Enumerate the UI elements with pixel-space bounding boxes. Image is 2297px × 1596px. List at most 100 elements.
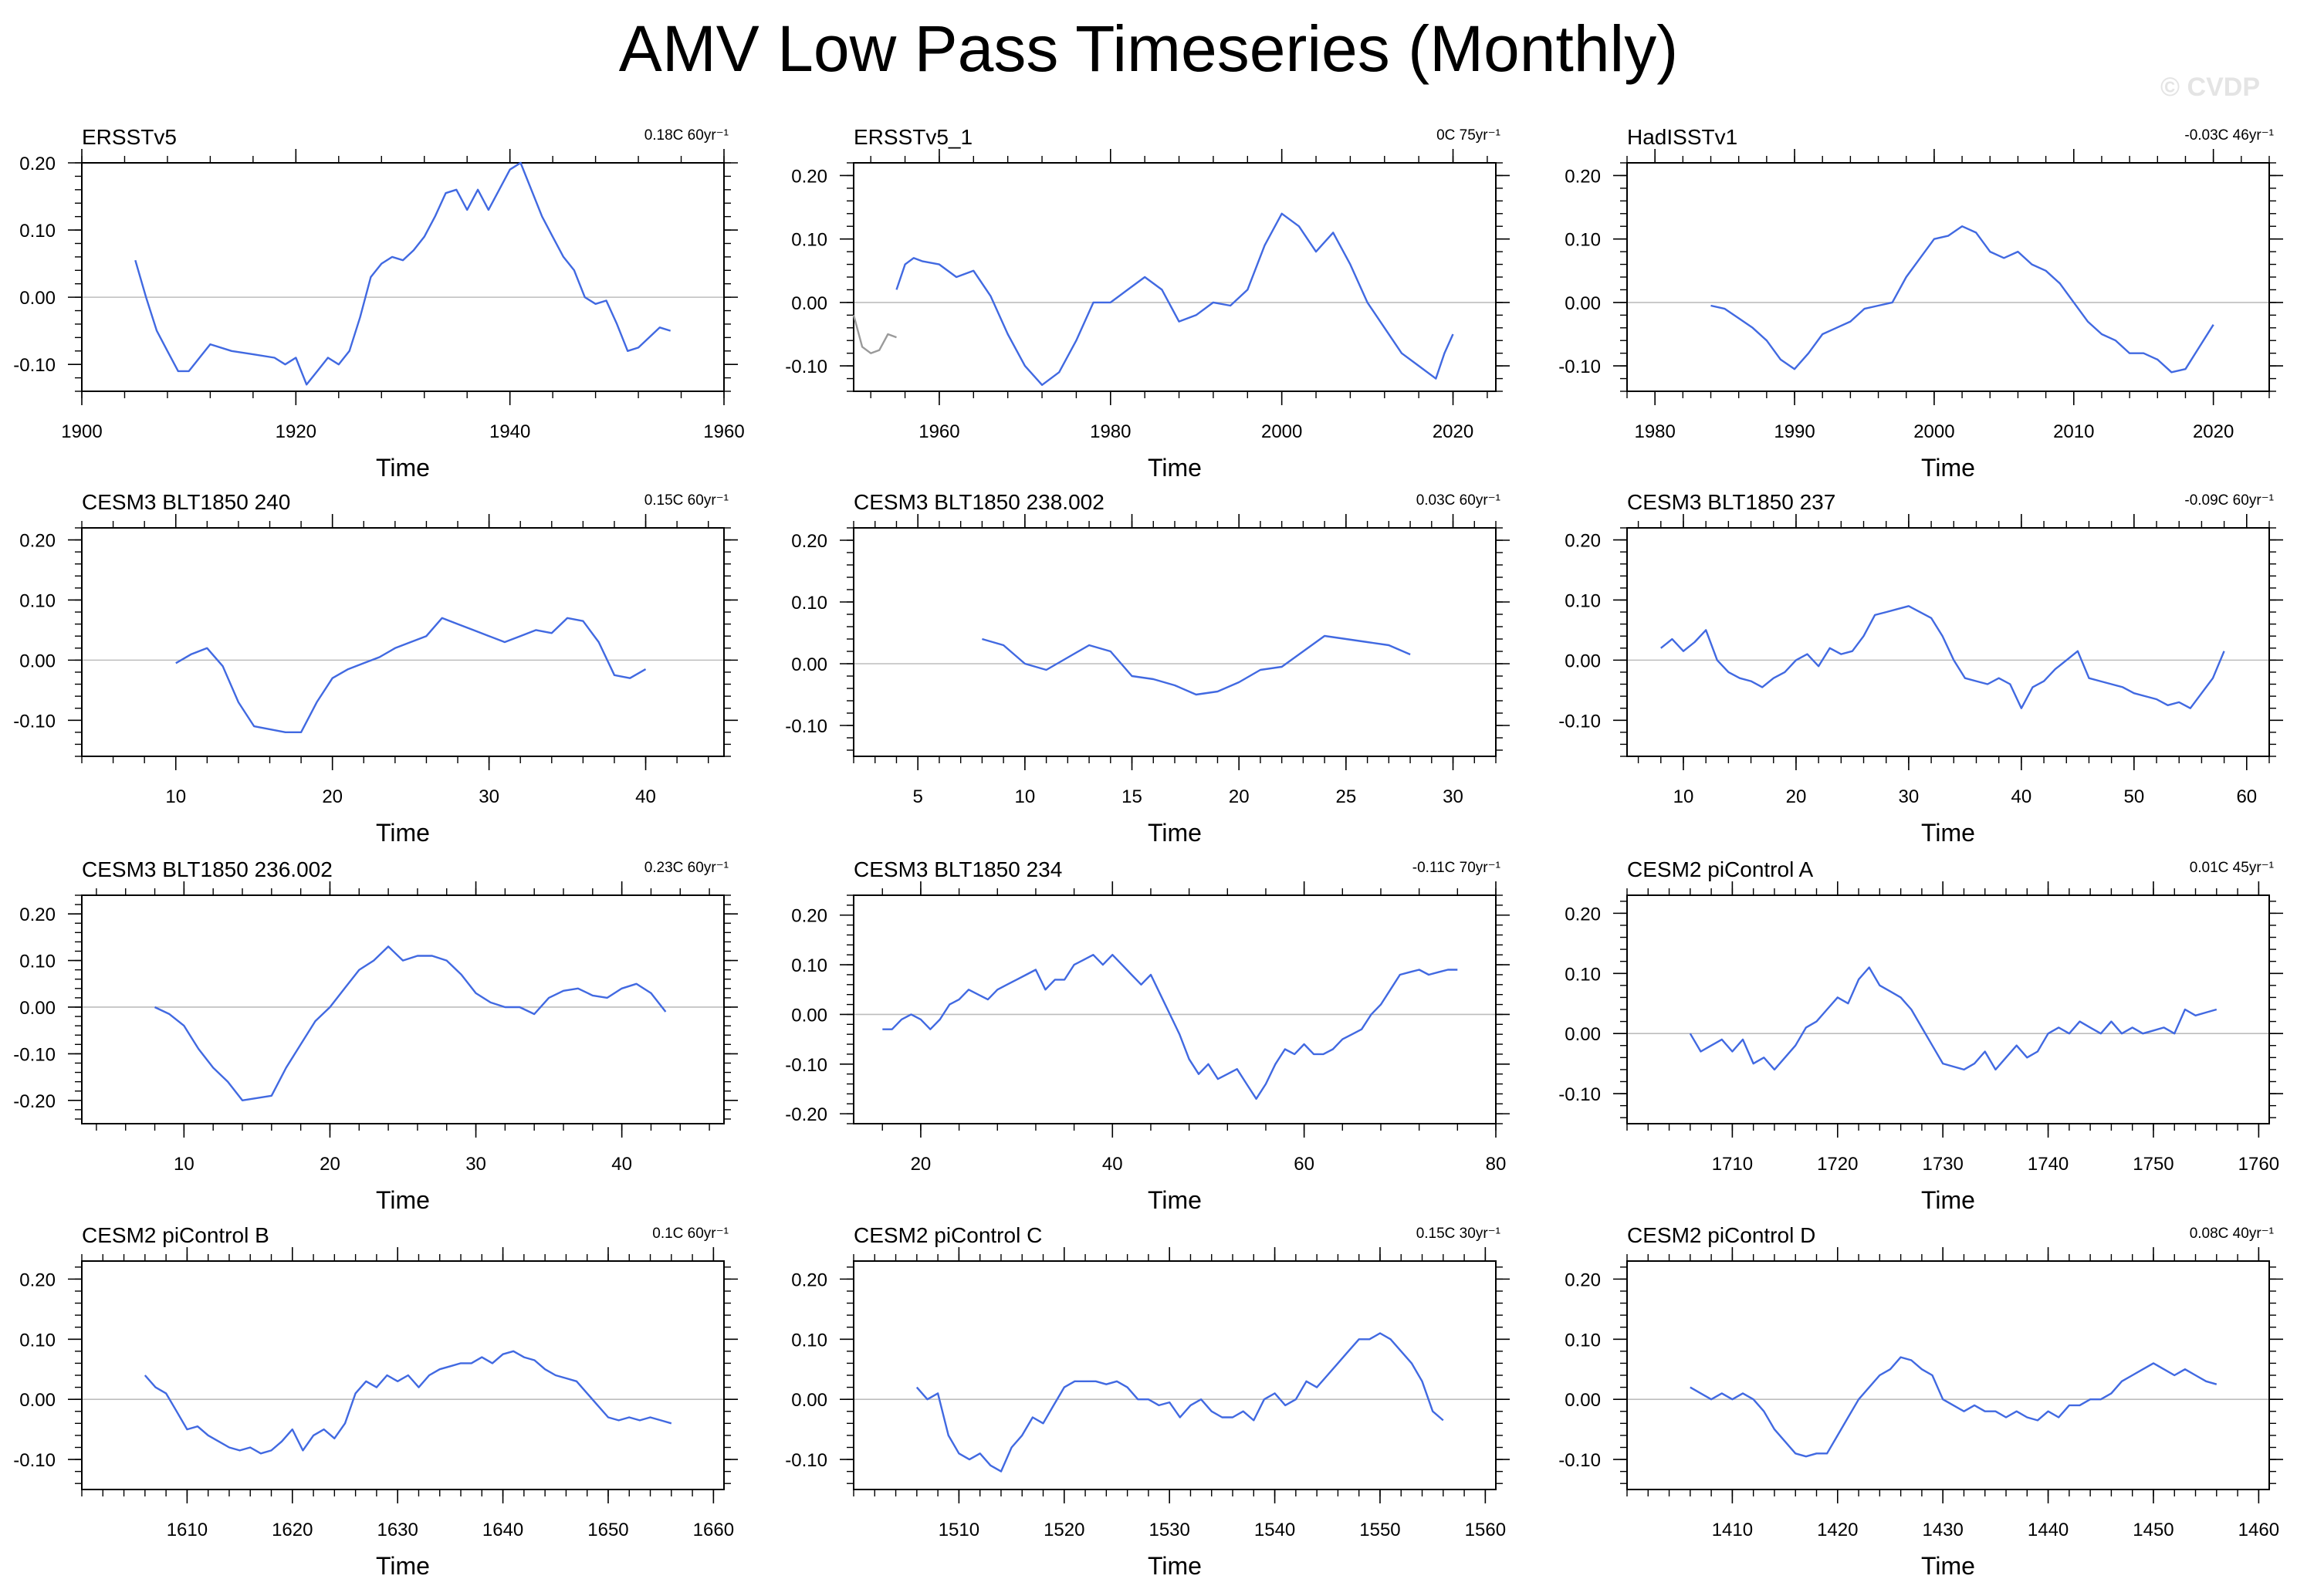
x-tick-label: 1510 [939,1520,979,1540]
x-tick-label: 1440 [2028,1520,2069,1540]
y-tick-label: 0.20 [19,905,56,925]
x-axis-label: Time [1148,454,1202,482]
x-tick-label: 1550 [1359,1520,1400,1540]
y-tick-label: 0.20 [1565,531,1601,552]
trend-annotation: 0.1C 60yr⁻¹ [652,1226,729,1242]
x-tick-label: 1760 [2238,1154,2279,1175]
y-tick-label: -0.10 [13,1044,56,1065]
x-tick-label: 2000 [1913,421,1954,442]
plot-frame [81,162,725,392]
y-tick-label: 0.10 [1565,590,1601,611]
x-axis-label: Time [1148,819,1202,847]
y-tick-label: 0.00 [19,651,56,671]
x-tick-label: 1460 [2238,1520,2279,1540]
x-tick-label: 1710 [1712,1154,1753,1175]
x-axis-label: Time [1148,1186,1202,1214]
y-tick-label: 0.20 [19,531,56,552]
x-tick-label: 1530 [1148,1520,1189,1540]
y-tick-label: 0.20 [791,1270,827,1290]
x-tick-label: 10 [1673,786,1694,807]
plot-frame [1626,162,2270,392]
x-tick-label: 10 [174,1154,195,1175]
x-tick-label: 2020 [1433,421,1473,442]
x-tick-label: 20 [1786,786,1807,807]
x-tick-label: 1420 [1817,1520,1858,1540]
panel-title: ERSSTv5_1 [854,125,973,149]
panel-title: CESM2 piControl A [1627,857,1814,881]
y-tick-label: 0.20 [1565,904,1601,925]
x-axis-label: Time [1921,1552,1975,1580]
y-tick-label: 0.20 [19,154,56,174]
x-tick-label: 1750 [2133,1154,2174,1175]
plot-frame [853,894,1497,1124]
y-tick-label: 0.20 [791,166,827,187]
y-tick-label: 0.00 [19,1390,56,1411]
series-line [154,945,667,1102]
chart-panel: 1410 1420 1430 1440 1450 1460 -0.10 0.00 0.10 0.2… [1558,1223,2283,1580]
x-tick-label: 1980 [1090,421,1131,442]
trend-annotation: 0.15C 60yr⁻¹ [644,492,729,509]
x-axis-label: Time [376,819,430,847]
series-line [882,953,1458,1101]
x-axis-label: Time [1921,1186,1975,1214]
chart-panel: 1610 1620 1630 1640 1650 1660 -0.10 0.00 0.10 0.2… [13,1223,738,1580]
chart-panel: 10 20 30 40 -0.10 0.00 0.10 0.20 CESM3 BLT1850 2… [13,490,738,847]
chart-panel: 20 40 60 80 -0.20 -0.10 0.00 0.10 0.20 CESM3 BLT1… [785,857,1510,1214]
x-tick-label: 2000 [1261,421,1302,442]
x-tick-label: 40 [635,786,656,807]
series-line [175,617,647,733]
y-tick-label: 0.10 [791,955,827,976]
x-tick-label: 60 [1294,1154,1314,1175]
x-axis-label: Time [376,1186,430,1214]
x-tick-label: 40 [2011,786,2032,807]
plot-frame [1626,894,2270,1124]
y-tick-label: 0.00 [19,288,56,309]
x-tick-label: 1920 [276,421,316,442]
y-tick-label: 0.10 [791,593,827,614]
x-tick-label: 1430 [1922,1520,1963,1540]
plot-frame [1626,1260,2270,1490]
watermark: © CVDP [2160,73,2260,102]
y-tick-label: -0.10 [1558,1084,1601,1105]
y-tick-label: 0.00 [791,293,827,314]
series-line [915,1332,1444,1473]
x-tick-label: 20 [1229,786,1250,807]
y-tick-label: 0.00 [1565,1024,1601,1045]
panel-title: CESM3 BLT1850 234 [854,857,1062,881]
y-tick-label: 0.20 [19,1270,56,1290]
panel-title: ERSSTv5 [82,125,177,149]
x-tick-label: 25 [1336,786,1357,807]
y-tick-label: 0.10 [1565,230,1601,251]
y-tick-label: -0.10 [785,1450,827,1471]
x-tick-label: 1620 [272,1520,313,1540]
trend-annotation: 0.18C 60yr⁻¹ [644,127,729,144]
x-tick-label: 10 [1015,786,1036,807]
trend-annotation: 0.15C 30yr⁻¹ [1416,1226,1500,1242]
x-tick-label: 1640 [482,1520,523,1540]
chart-panel: 1710 1720 1730 1740 1750 1760 -0.10 0.00 0.10 0.2… [1558,857,2283,1214]
chart-panel: 1960 1980 2000 2020 -0.10 0.00 0.10 0.20 ERSSTv5… [785,125,1510,482]
x-tick-label: 1960 [918,421,959,442]
plot-frame [81,527,725,757]
y-tick-label: 0.10 [19,590,56,611]
panel-title: HadISSTv1 [1627,125,1737,149]
y-tick-label: -0.20 [13,1091,56,1112]
y-tick-label: -0.20 [785,1104,827,1125]
trend-annotation: 0.08C 40yr⁻¹ [2190,1226,2274,1242]
y-tick-label: 0.00 [19,998,56,1019]
x-tick-label: 15 [1121,786,1142,807]
page-title: AMV Low Pass Timeseries (Monthly) [618,12,1679,85]
series-line [1690,1356,2218,1458]
chart-panel: 1980 1990 2000 2010 2020 -0.10 0.00 0.10 0.20 Had… [1558,125,2283,482]
series-line [852,314,897,354]
y-tick-label: -0.10 [785,1055,827,1076]
y-tick-label: -0.10 [13,711,56,732]
plot-frame [853,162,1497,392]
x-tick-label: 1720 [1817,1154,1858,1175]
series-line [895,212,1454,386]
x-tick-label: 5 [913,786,923,807]
x-tick-label: 1410 [1712,1520,1753,1540]
y-tick-label: 0.10 [791,1330,827,1351]
x-axis-label: Time [1921,819,1975,847]
